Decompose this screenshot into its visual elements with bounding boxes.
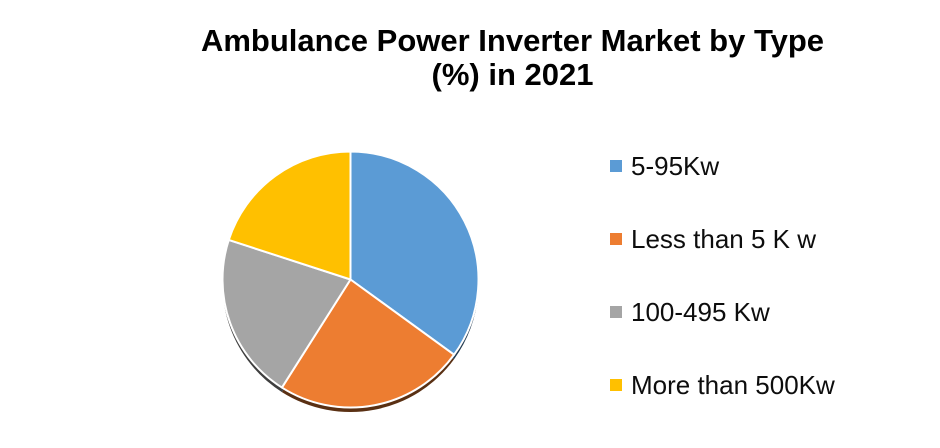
legend-item: 5-95Kw [610,151,719,181]
legend-label: More than 500Kw [631,370,835,400]
chart-title-line1: Ambulance Power Inverter Market by Type [200,23,825,58]
chart-title: Ambulance Power Inverter Market by Type … [85,24,940,92]
legend-item: 100-495 Kw [610,297,770,327]
legend-swatch-icon [610,379,622,391]
legend-swatch-icon [610,306,622,318]
pie-slice-4 [227,150,352,281]
legend-item: Less than 5 K w [610,224,816,254]
legend-label: 100-495 Kw [631,297,770,327]
legend-swatch-icon [610,160,622,172]
pie-slices [221,150,480,409]
chart-title-line2: (%) in 2021 [431,57,594,92]
pie-slice-1 [349,150,480,356]
legend-label: Less than 5 K w [631,224,816,254]
pie-chart [221,150,480,412]
pie-slice-2 [280,278,456,409]
legend-swatch-icon [610,233,622,245]
legend-item: More than 500Kw [610,370,835,400]
legend-label: 5-95Kw [631,151,720,181]
pie-slice-3 [221,238,352,389]
